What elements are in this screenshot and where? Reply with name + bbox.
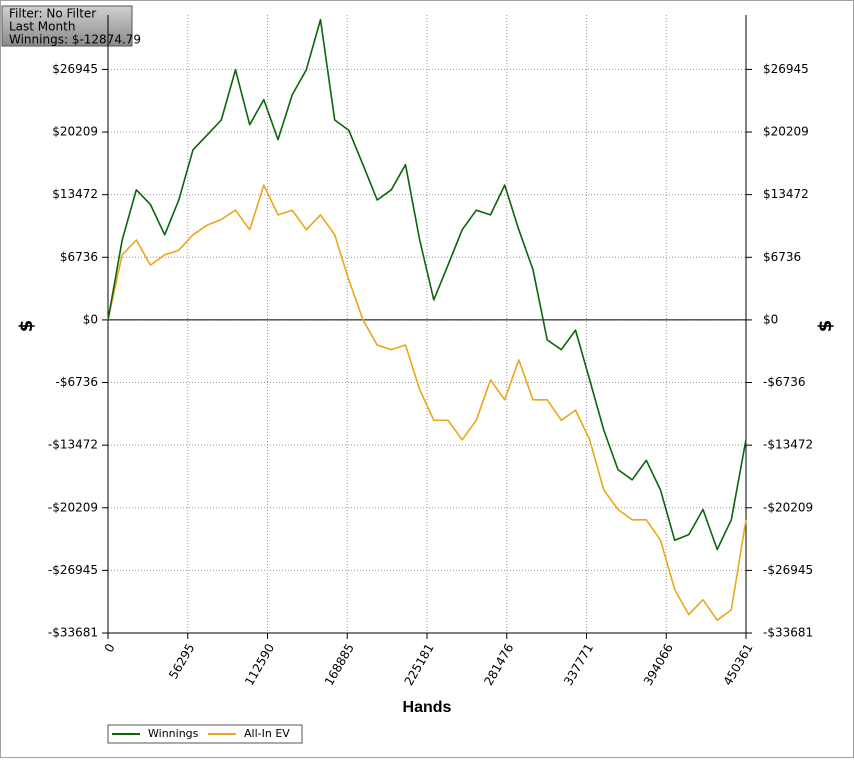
y2-tick-label: $6736 [763,250,801,264]
line-series [107,184,747,621]
legend-label: Winnings [148,727,199,740]
legend-label: All-In EV [244,727,290,740]
legend [107,724,303,744]
y-axis-label: $ [16,320,37,333]
y-tick-label: -$20209 [48,500,98,514]
y-tick-label: $0 [83,312,98,326]
y-tick-label: $6736 [60,250,98,264]
info-box [1,5,133,47]
info-line: Last Month [9,20,75,34]
y2-axis-label: $ [815,320,836,333]
y-tick-label: $13472 [52,187,98,201]
y-tick-label: $26945 [52,62,98,76]
y2-tick-label: -$6736 [763,375,806,389]
y2-tick-label: -$13472 [763,438,813,452]
line-series [107,18,747,551]
y2-tick-label: $26945 [763,62,809,76]
y2-tick-label: $0 [763,312,778,326]
y2-tick-label: $20209 [763,125,809,139]
y-tick-label: -$26945 [48,563,98,577]
info-line: Winnings: $-12874.79 [9,33,141,47]
y-tick-label: $20209 [52,125,98,139]
y2-tick-label: -$26945 [763,563,813,577]
y-tick-label: -$33681 [48,626,98,640]
y-tick-label: -$13472 [48,438,98,452]
y2-tick-label: -$20209 [763,500,813,514]
y2-tick-label: -$33681 [763,626,813,640]
y-tick-label: -$6736 [55,375,98,389]
y2-tick-label: $13472 [763,187,809,201]
x-axis-label: Hands [403,699,452,716]
info-line: Filter: No Filter [9,7,96,21]
